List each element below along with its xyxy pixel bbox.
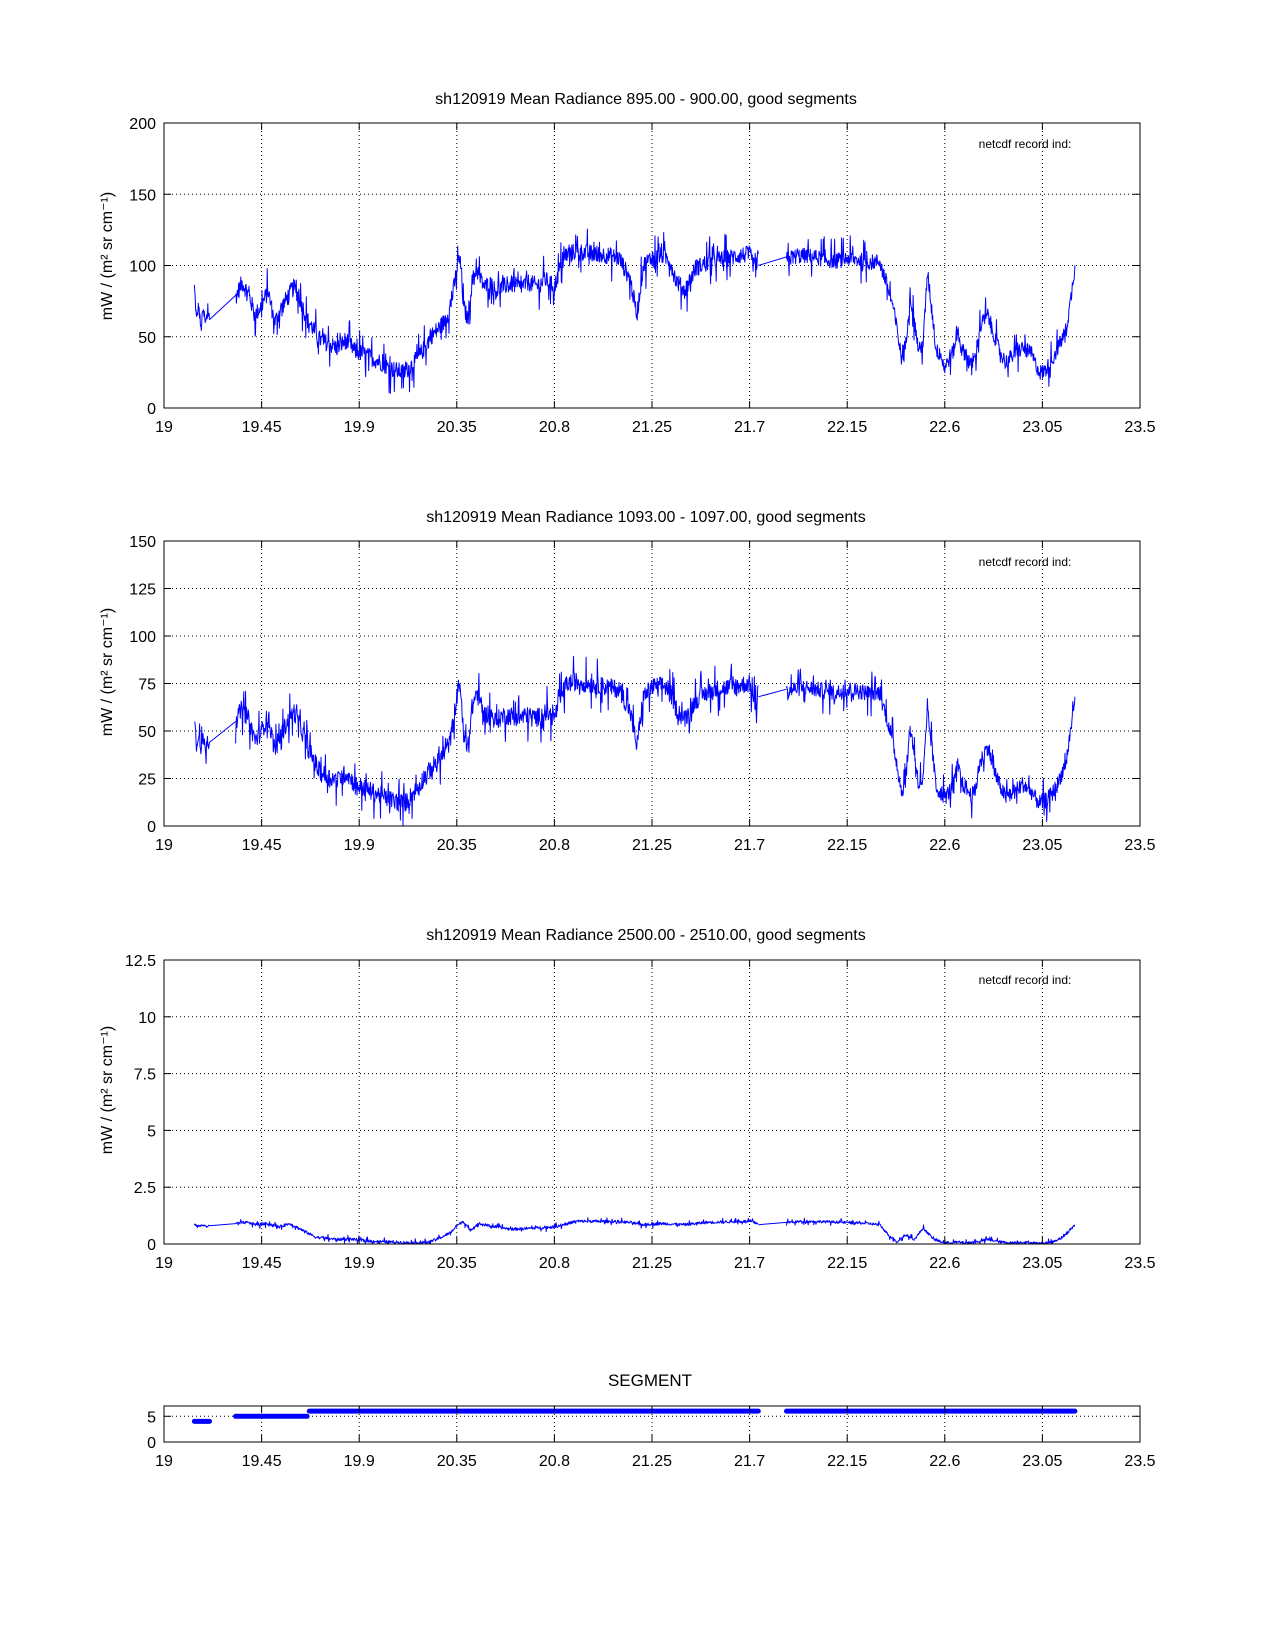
x-tick-label: 21.25 [632,837,672,854]
x-tick-label: 19 [155,1255,173,1272]
y-tick-label: 5 [147,1123,156,1140]
series-line [235,1217,759,1245]
x-tick-label: 21.25 [632,1453,672,1470]
y-axis-label: mW / (m² sr cm⁻¹) [99,608,116,736]
x-tick-label: 22.6 [929,837,960,854]
x-tick-label: 19.9 [344,1453,375,1470]
x-tick-label: 19.9 [344,1255,375,1272]
x-tick-label: 19 [155,419,173,436]
series-line [758,688,787,698]
x-tick-label: 23.05 [1022,419,1062,436]
chart-annotation: netcdf record ind: [979,555,1072,569]
y-tick-label: 100 [129,629,156,646]
series-line [786,668,1076,822]
y-tick-label: 50 [138,724,156,741]
x-tick-label: 22.15 [827,419,867,436]
x-tick-label: 21.25 [632,419,672,436]
y-tick-label: 150 [129,534,156,551]
y-tick-label: 7.5 [134,1067,156,1084]
x-tick-label: 23.5 [1124,419,1155,436]
x-tick-label: 23.5 [1124,1255,1155,1272]
x-tick-label: 22.6 [929,1453,960,1470]
x-tick-label: 21.7 [734,1453,765,1470]
y-tick-label: 10 [138,1010,156,1027]
y-tick-label: 25 [138,772,156,789]
y-axis-label: mW / (m² sr cm⁻¹) [99,192,116,320]
series-line [786,1217,1076,1245]
x-tick-label: 19.45 [242,1255,282,1272]
series-line [209,721,236,743]
x-tick-label: 20.8 [539,837,570,854]
x-tick-label: 23.5 [1124,1453,1155,1470]
y-tick-label: 12.5 [125,953,156,970]
x-tick-label: 23.05 [1022,1453,1062,1470]
segment-panel: SEGMENT 19 19.45 19.9 20.35 20.8 21.25 21.7 22.… [147,1371,1156,1470]
x-tick-label: 19 [155,837,173,854]
x-tick-label: 20.35 [437,419,477,436]
x-tick-label: 19.9 [344,419,375,436]
x-tick-label: 23.05 [1022,1255,1062,1272]
chart-title: sh120919 Mean Radiance 1093.00 - 1097.00… [426,509,865,526]
x-tick-label: 22.6 [929,419,960,436]
x-tick-label: 20.35 [437,837,477,854]
series-line [235,228,759,394]
series-line [758,256,787,266]
y-axis-label: mW / (m² sr cm⁻¹) [99,1026,116,1154]
series-line [758,1221,787,1226]
chart-title: sh120919 Mean Radiance 2500.00 - 2510.00… [426,927,865,944]
x-tick-label: 19.9 [344,837,375,854]
series-line [235,655,759,827]
x-tick-label: 22.15 [827,1453,867,1470]
y-tick-label: 200 [129,116,156,133]
y-tick-label: 2.5 [134,1180,156,1197]
series-line [786,235,1076,387]
y-tick-label: 0 [147,1237,156,1254]
x-tick-label: 19.45 [242,1453,282,1470]
x-tick-label: 22.15 [827,837,867,854]
chart-panel-2: sh120919 Mean Radiance 1093.00 - 1097.00… [99,509,1156,854]
series-line [193,284,210,332]
chart-annotation: netcdf record ind: [979,137,1072,151]
x-tick-label: 21.7 [734,419,765,436]
y-tick-label: 150 [129,187,156,204]
x-tick-label: 21.7 [734,837,765,854]
x-tick-label: 20.35 [437,1453,477,1470]
y-tick-label: 0 [147,401,156,418]
x-tick-label: 21.7 [734,1255,765,1272]
x-tick-label: 20.8 [539,419,570,436]
y-tick-label: 125 [129,582,156,599]
x-tick-label: 20.8 [539,1453,570,1470]
chart-annotation: netcdf record ind: [979,973,1072,987]
x-tick-label: 19.45 [242,419,282,436]
x-tick-label: 19 [155,1453,173,1470]
series-line [209,1223,236,1227]
y-tick-label: 0 [147,819,156,836]
x-tick-label: 22.6 [929,1255,960,1272]
x-tick-label: 20.8 [539,1255,570,1272]
series-line [194,721,210,764]
x-tick-label: 23.05 [1022,837,1062,854]
y-tick-label: 50 [138,330,156,347]
chart-panel-3: sh120919 Mean Radiance 2500.00 - 2510.00… [99,927,1156,1272]
x-tick-label: 22.15 [827,1255,867,1272]
chart-panel-1: sh120919 Mean Radiance 895.00 - 900.00, … [99,91,1156,436]
x-tick-label: 21.25 [632,1255,672,1272]
x-tick-label: 23.5 [1124,837,1155,854]
series-line [193,1223,210,1229]
y-tick-label: 100 [129,259,156,276]
x-tick-label: 19.45 [242,837,282,854]
series-line [209,295,236,320]
y-tick-label: 75 [138,677,156,694]
y-tick-label: 5 [147,1409,156,1426]
chart-title: SEGMENT [608,1371,692,1390]
y-tick-label: 0 [147,1435,156,1452]
chart-title: sh120919 Mean Radiance 895.00 - 900.00, … [435,91,857,108]
x-tick-label: 20.35 [437,1255,477,1272]
